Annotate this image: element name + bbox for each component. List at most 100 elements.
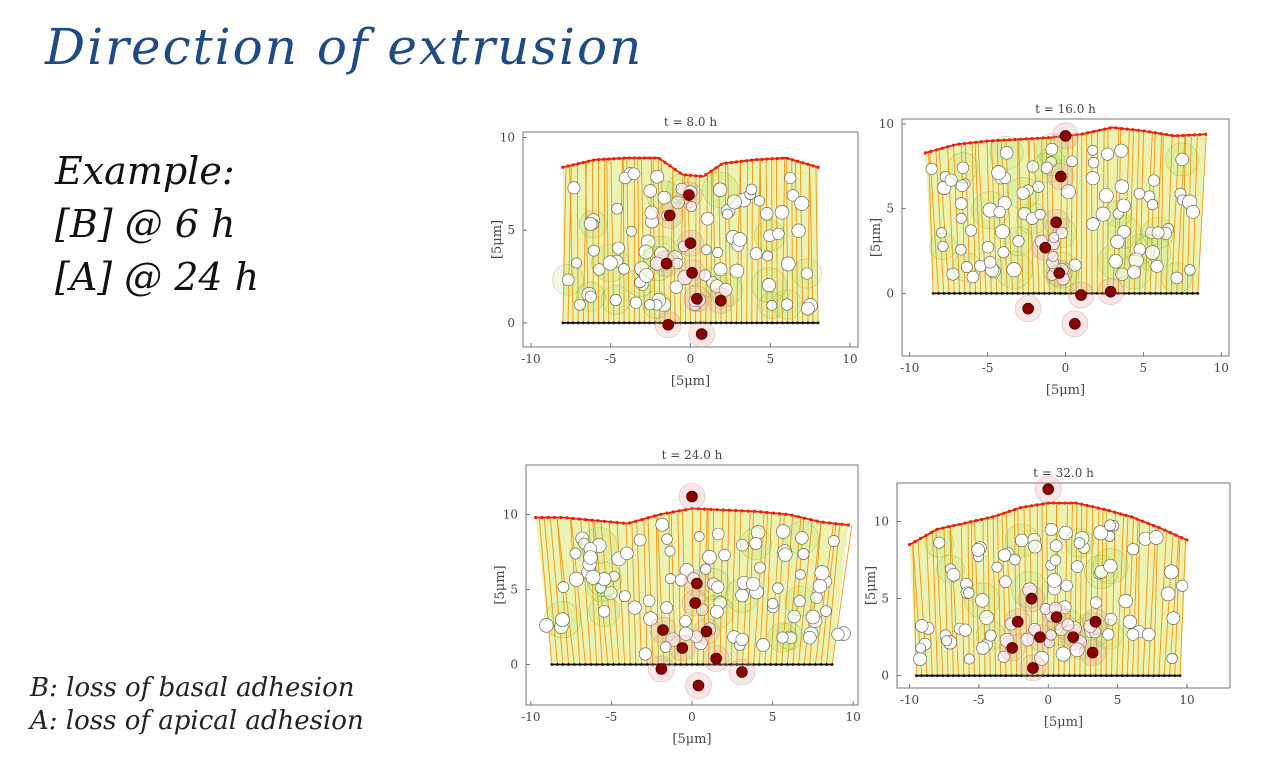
apical-node bbox=[561, 165, 565, 169]
apical-node bbox=[946, 145, 950, 149]
apical-node bbox=[627, 521, 632, 525]
basal-node bbox=[819, 663, 823, 666]
cell bbox=[956, 161, 970, 174]
cell bbox=[729, 263, 745, 279]
cell-link bbox=[791, 159, 794, 323]
basal-node bbox=[774, 663, 778, 666]
basal-node bbox=[931, 291, 935, 295]
basal-node bbox=[699, 321, 703, 325]
apical-node bbox=[790, 158, 795, 162]
apical-node bbox=[1119, 126, 1124, 131]
cell bbox=[735, 632, 749, 647]
plot-panel-t16: t = 16.0 h -10 -5 0 5 10 0 5 10 [5μm] [5μm] bbox=[869, 95, 1235, 417]
apical-node bbox=[752, 509, 757, 514]
apical-node bbox=[534, 515, 538, 520]
cell-link bbox=[1169, 536, 1180, 676]
extruded-cell bbox=[683, 189, 695, 201]
extruded-cell bbox=[695, 328, 708, 340]
basal-node bbox=[689, 321, 692, 325]
basal-node bbox=[1042, 291, 1046, 295]
apical-node bbox=[974, 140, 978, 144]
basal-node bbox=[1011, 291, 1014, 295]
cell bbox=[1066, 155, 1078, 168]
basal-node bbox=[750, 321, 754, 325]
extruded-cell bbox=[1067, 631, 1080, 643]
cell-link bbox=[1174, 536, 1181, 676]
plot-panel-t32: t = 32.0 h -10 -5 0 5 10 0 5 10 [5μm] [5μm] bbox=[864, 460, 1240, 750]
apical-node bbox=[996, 513, 1000, 517]
cell bbox=[786, 189, 800, 202]
cell bbox=[915, 619, 929, 633]
basal-node bbox=[645, 663, 649, 666]
apical-node bbox=[552, 515, 557, 520]
cell-link bbox=[626, 157, 630, 323]
cell bbox=[644, 205, 659, 220]
extruded-cell bbox=[1104, 285, 1117, 298]
apical-node bbox=[796, 159, 800, 163]
cell bbox=[643, 594, 656, 607]
cell-link bbox=[926, 535, 933, 676]
basal-node bbox=[1120, 674, 1124, 678]
apical-node bbox=[1018, 506, 1023, 510]
cell bbox=[735, 588, 749, 603]
basal-node bbox=[1037, 291, 1041, 295]
basal-node bbox=[1131, 674, 1134, 678]
cell-link bbox=[1001, 513, 1007, 676]
basal-node bbox=[797, 663, 800, 666]
basal-node bbox=[1090, 291, 1094, 295]
x-tick-label: 10 bbox=[842, 352, 857, 366]
basal-node bbox=[915, 674, 918, 678]
cell bbox=[1045, 629, 1057, 641]
extruded-cell bbox=[1089, 615, 1102, 628]
basal-node bbox=[561, 321, 565, 325]
cell-link bbox=[656, 515, 665, 665]
basal-node bbox=[947, 291, 951, 295]
apical-node bbox=[665, 511, 669, 515]
cell bbox=[618, 263, 630, 275]
extruded-cell bbox=[692, 679, 705, 692]
cell-link bbox=[1163, 533, 1174, 676]
cell bbox=[775, 524, 791, 539]
apical-node bbox=[721, 508, 725, 512]
cell bbox=[1127, 265, 1141, 279]
basal-node bbox=[1031, 674, 1034, 678]
basal-node bbox=[770, 321, 774, 325]
apical-node bbox=[746, 509, 750, 513]
cell-link bbox=[538, 517, 553, 665]
cell bbox=[700, 211, 715, 226]
cell-link bbox=[725, 510, 730, 665]
apical-node bbox=[617, 156, 621, 160]
basal-node bbox=[999, 674, 1003, 678]
cell-link bbox=[606, 159, 610, 323]
cell bbox=[1118, 593, 1133, 609]
cell bbox=[722, 208, 733, 220]
basal-node bbox=[1127, 291, 1131, 295]
apical-node bbox=[739, 159, 744, 163]
basal-node bbox=[813, 663, 817, 666]
basal-node bbox=[745, 321, 749, 325]
apical-node bbox=[934, 148, 939, 152]
cell bbox=[710, 605, 724, 619]
basal-node bbox=[576, 321, 580, 325]
extruded-cell bbox=[689, 597, 702, 609]
cell bbox=[955, 212, 967, 224]
apical-node bbox=[1108, 126, 1112, 130]
apical-node bbox=[1024, 505, 1028, 509]
extruded-cell bbox=[1011, 615, 1024, 628]
basal-node bbox=[592, 321, 595, 325]
x-tick-label: 0 bbox=[687, 352, 695, 366]
apical-node bbox=[1125, 127, 1129, 131]
cell bbox=[726, 194, 742, 210]
x-tick-label: 0 bbox=[1062, 361, 1070, 375]
cell bbox=[639, 268, 654, 283]
plot-panel-t24: t = 24.0 h -10 -5 0 5 10 0 5 10 [5μm] [5μm] bbox=[493, 442, 865, 762]
extruded-cell bbox=[736, 666, 748, 678]
apical-node bbox=[1086, 131, 1090, 135]
basal-node bbox=[735, 663, 739, 666]
x-tick-label: 0 bbox=[1044, 693, 1052, 707]
apical-node bbox=[621, 521, 625, 525]
cell-link bbox=[960, 523, 965, 676]
basal-node bbox=[791, 321, 794, 325]
apical-node bbox=[907, 543, 912, 547]
cell bbox=[946, 567, 961, 582]
